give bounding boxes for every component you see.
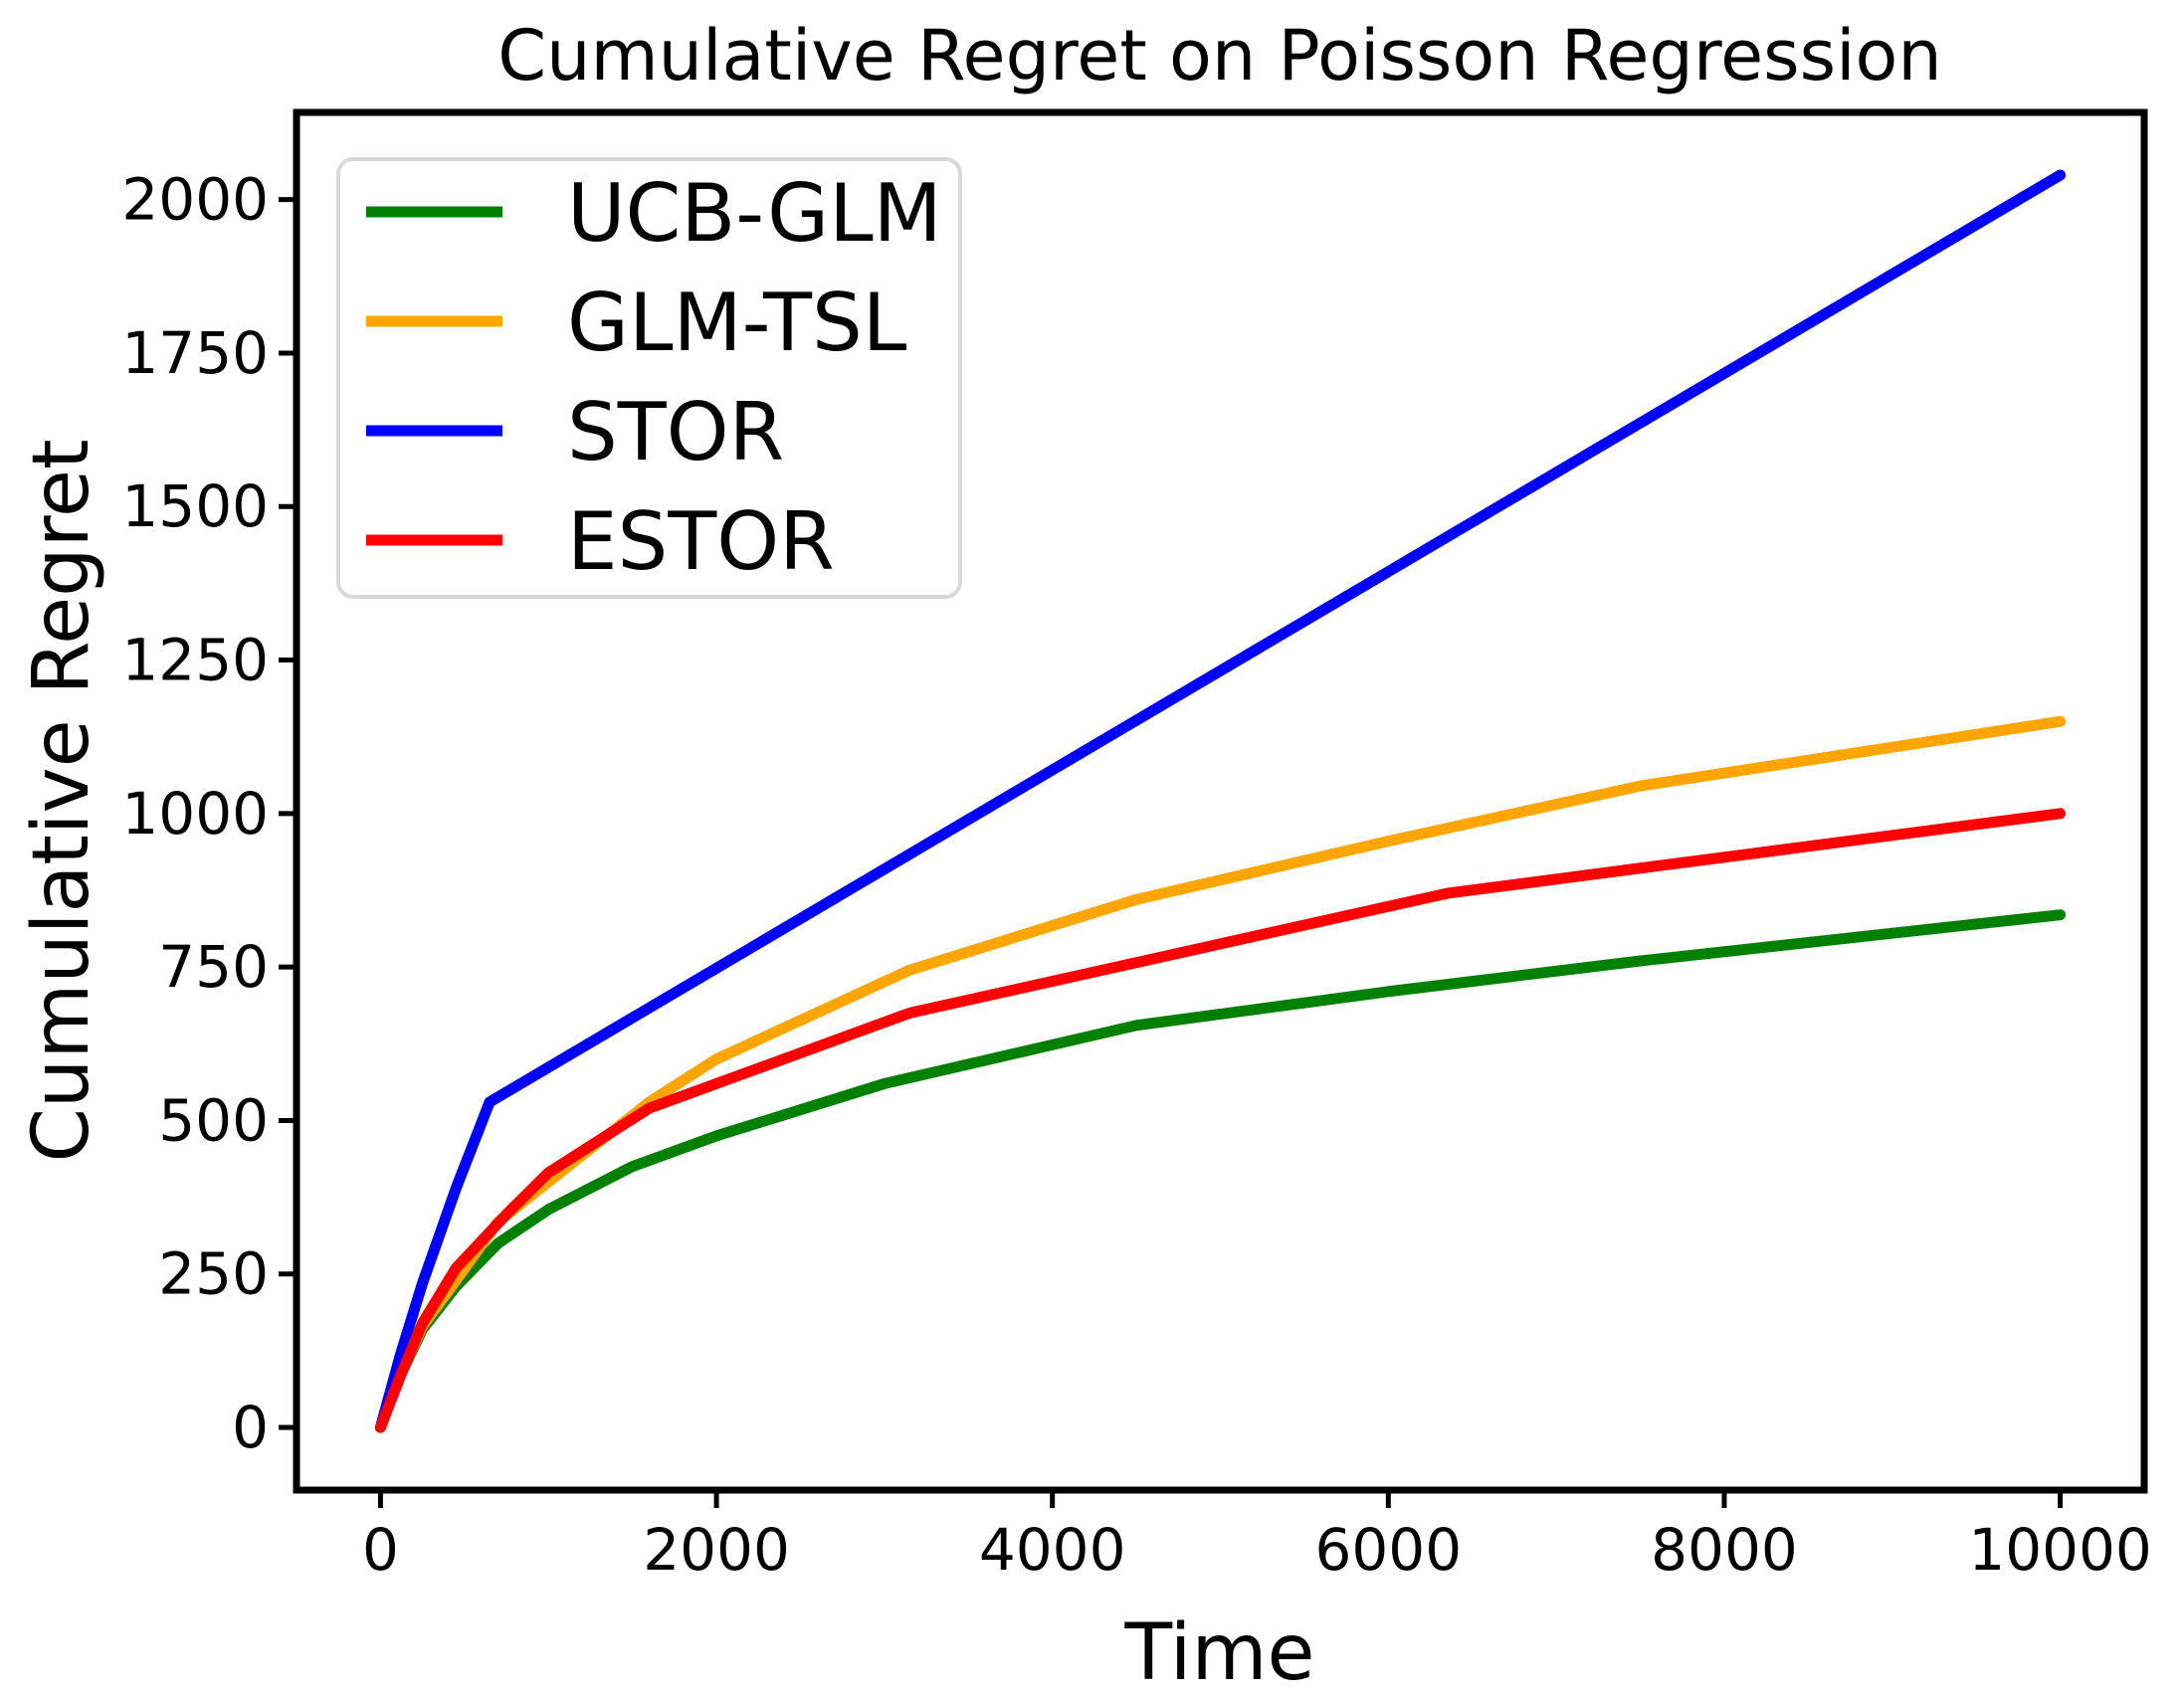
- legend-label-estor: ESTOR: [567, 495, 835, 588]
- y-axis-label: Cumulative Regret: [17, 439, 106, 1162]
- legend-box: [336, 157, 962, 599]
- x-tick-label: 4000: [979, 1516, 1126, 1584]
- y-tick-label: 1250: [121, 627, 269, 694]
- axis-ticks: 0 2000 4000 6000 8000 10000 0 250 500 750 1000 1250…: [121, 166, 2151, 1584]
- plot-border: [293, 108, 2148, 1494]
- x-tick-label: 8000: [1651, 1516, 1798, 1584]
- x-axis-label: Time: [1124, 1608, 1315, 1697]
- x-tick-label: 10000: [1968, 1516, 2152, 1584]
- y-tick-label: 250: [158, 1240, 269, 1308]
- y-tick-label: 0: [232, 1394, 269, 1461]
- legend: UCB-GLM GLM-TSL STOR ESTOR: [336, 157, 962, 599]
- series-line-ucb-glm: [374, 909, 2067, 1433]
- data-series: [374, 169, 2067, 1433]
- y-tick-label: 500: [158, 1086, 269, 1154]
- y-tick-label: 2000: [121, 166, 269, 234]
- legend-label-ucb-glm: UCB-GLM: [567, 167, 942, 260]
- legend-label-glm-tsl: GLM-TSL: [567, 277, 907, 369]
- y-tick-label: 1500: [121, 472, 269, 540]
- x-tick-label: 0: [362, 1516, 399, 1584]
- x-tick-label: 2000: [643, 1516, 790, 1584]
- legend-label-stor: STOR: [567, 386, 784, 478]
- series-line-glm-tsl: [374, 715, 2067, 1433]
- chart-title: Cumulative Regret on Poisson Regression: [497, 15, 1941, 96]
- y-tick-label: 750: [158, 933, 269, 1001]
- series-line-estor: [374, 808, 2067, 1433]
- y-tick-label: 1750: [121, 319, 269, 387]
- y-tick-label: 1000: [121, 780, 269, 848]
- series-line-stor: [374, 169, 2067, 1433]
- x-tick-label: 6000: [1315, 1516, 1463, 1584]
